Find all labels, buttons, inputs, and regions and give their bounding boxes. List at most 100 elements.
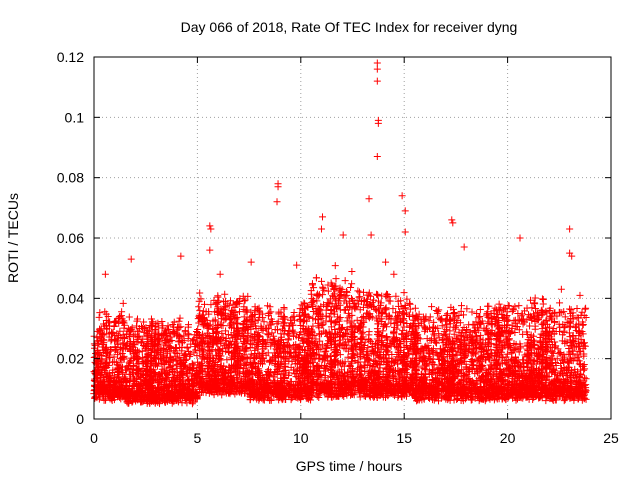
data-point xyxy=(347,284,355,292)
data-point xyxy=(171,391,179,399)
data-point xyxy=(195,303,203,311)
data-point xyxy=(123,341,131,349)
data-point xyxy=(264,331,272,339)
data-point xyxy=(225,302,233,310)
data-point xyxy=(95,313,103,321)
data-point xyxy=(236,308,244,316)
data-point xyxy=(190,337,198,345)
data-point xyxy=(160,386,168,394)
data-point xyxy=(113,337,121,345)
data-point xyxy=(188,400,196,408)
data-point xyxy=(115,362,123,370)
data-point xyxy=(97,359,105,367)
data-point xyxy=(268,329,276,337)
data-point xyxy=(436,316,444,324)
data-point xyxy=(220,304,228,312)
data-point xyxy=(428,303,436,311)
data-point xyxy=(573,304,581,312)
data-point xyxy=(101,378,109,386)
data-point xyxy=(103,324,111,332)
data-point xyxy=(146,322,154,330)
data-point xyxy=(200,300,208,308)
data-point xyxy=(160,369,168,377)
data-point xyxy=(468,308,476,316)
data-point xyxy=(123,339,131,347)
data-point xyxy=(174,338,182,346)
data-point xyxy=(138,398,146,406)
data-point xyxy=(118,353,126,361)
data-point xyxy=(156,372,164,380)
data-point xyxy=(222,327,230,335)
data-point xyxy=(160,382,168,390)
data-point xyxy=(99,391,107,399)
data-point xyxy=(116,378,124,386)
data-point xyxy=(400,289,408,297)
data-point xyxy=(411,304,419,312)
data-point xyxy=(124,386,132,394)
data-point xyxy=(104,313,112,321)
data-point xyxy=(120,324,128,332)
data-point xyxy=(121,335,129,343)
data-point xyxy=(159,322,167,330)
data-point xyxy=(182,394,190,402)
data-point xyxy=(164,341,172,349)
data-point xyxy=(381,305,389,313)
data-point xyxy=(107,393,115,401)
data-point xyxy=(194,358,202,366)
data-point xyxy=(104,372,112,380)
data-point xyxy=(263,330,271,338)
data-point xyxy=(215,345,223,353)
data-point xyxy=(123,394,131,402)
data-point xyxy=(561,313,569,321)
data-point xyxy=(168,393,176,401)
data-point xyxy=(189,386,197,394)
data-point xyxy=(211,316,219,324)
data-point xyxy=(120,352,128,360)
data-point xyxy=(341,277,349,285)
data-point xyxy=(133,366,141,374)
data-point xyxy=(184,377,192,385)
data-point xyxy=(221,290,229,298)
data-point xyxy=(260,318,268,326)
data-point xyxy=(91,393,99,401)
data-point xyxy=(318,277,326,285)
data-point xyxy=(138,397,146,405)
data-point xyxy=(196,289,204,297)
gridlines xyxy=(94,57,611,419)
data-point xyxy=(126,357,134,365)
data-point xyxy=(100,320,108,328)
data-point xyxy=(582,304,590,312)
data-point xyxy=(96,309,104,317)
data-point xyxy=(107,374,115,382)
data-point xyxy=(158,318,166,326)
data-point xyxy=(114,340,122,348)
data-point xyxy=(91,394,99,402)
data-point xyxy=(383,333,391,341)
data-point xyxy=(168,336,176,344)
data-point xyxy=(200,349,208,357)
data-point xyxy=(216,364,224,372)
data-point xyxy=(207,301,215,309)
data-point xyxy=(183,355,191,363)
data-point xyxy=(129,332,137,340)
data-point xyxy=(187,390,195,398)
data-point xyxy=(322,329,330,337)
data-point xyxy=(354,287,362,295)
data-point xyxy=(161,398,169,406)
data-point xyxy=(147,315,155,323)
data-point xyxy=(164,390,172,398)
data-point xyxy=(98,356,106,364)
data-point xyxy=(118,308,126,316)
data-point xyxy=(515,302,523,310)
data-point xyxy=(476,305,484,313)
data-point xyxy=(187,350,195,358)
data-point xyxy=(195,297,203,305)
data-point xyxy=(175,317,183,325)
data-point xyxy=(107,330,115,338)
data-point xyxy=(556,299,564,307)
data-point xyxy=(223,343,231,351)
data-point xyxy=(289,328,297,336)
data-point xyxy=(169,328,177,336)
data-point xyxy=(452,325,460,333)
